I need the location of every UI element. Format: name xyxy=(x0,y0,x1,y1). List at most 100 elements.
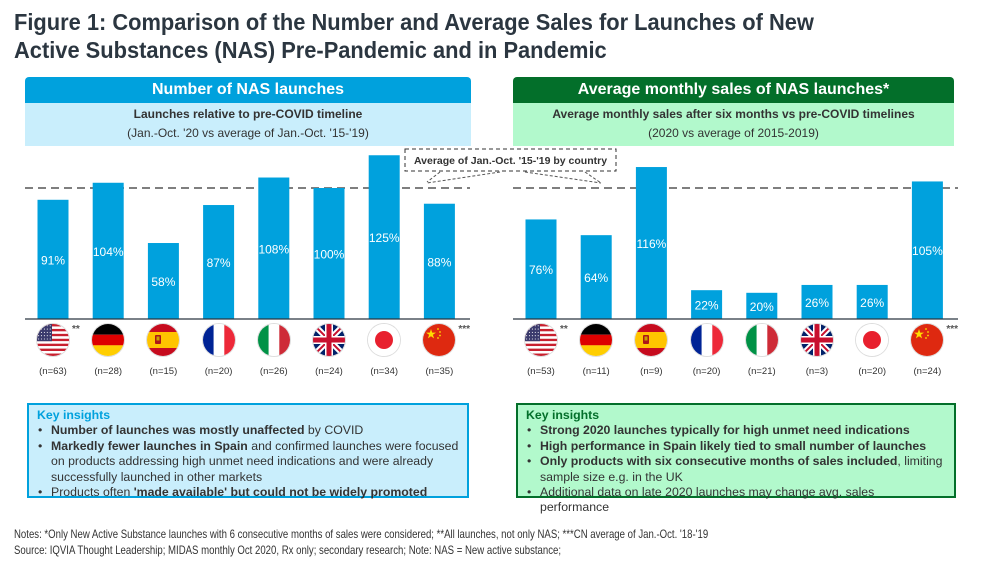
bar-spain xyxy=(635,167,667,319)
data-label-germany: 104% xyxy=(93,245,124,259)
flag-es-icon xyxy=(147,324,180,356)
right-key-insights: Key insights Strong 2020 launches typica… xyxy=(516,403,956,514)
footnote-mark-china: *** xyxy=(458,324,471,335)
footnote-mark-china: *** xyxy=(946,324,959,335)
sample-size-japan: (n=34) xyxy=(370,366,399,377)
flag-cn-icon xyxy=(911,324,944,356)
data-label-spain: 58% xyxy=(151,275,175,289)
bar-uk xyxy=(801,284,833,319)
right-panel-header: Average monthly sales of NAS launches* xyxy=(513,77,954,103)
data-label-france: 22% xyxy=(695,299,719,313)
insight-item: Additional data on late 2020 launches ma… xyxy=(526,485,946,516)
notes-line: Notes: *Only New Active Substance launch… xyxy=(14,527,709,541)
data-label-us: 91% xyxy=(41,253,65,267)
flag-de-icon xyxy=(580,324,613,356)
insight-item: Only products with six consecutive month… xyxy=(526,454,946,485)
sample-size-spain: (n=15) xyxy=(149,366,178,377)
data-label-spain: 116% xyxy=(636,237,666,251)
callout-pointer-left-b xyxy=(426,171,501,184)
right-chart: 76% 64% 116% 22% 20% 26% 26% 105% xyxy=(513,167,958,320)
left-subtitle-range: (Jan.-Oct. '20 vs average of Jan.-Oct. '… xyxy=(127,126,369,140)
flag-uk-icon xyxy=(801,324,833,356)
data-label-uk: 26% xyxy=(805,296,829,310)
data-label-china: 88% xyxy=(427,255,451,269)
bar-china xyxy=(423,203,455,319)
flag-jp-icon xyxy=(856,324,889,356)
flag-us-icon xyxy=(525,324,557,356)
insight-item: Markedly fewer launches in Spain and con… xyxy=(37,439,459,485)
left-key-insights: Key insights Number of launches was most… xyxy=(27,403,469,501)
right-insights-list: Strong 2020 launches typically for high … xyxy=(526,423,946,515)
left-insights-title: Key insights xyxy=(37,408,111,422)
callout-box xyxy=(404,148,617,172)
insight-item: Number of launches was mostly unaffected… xyxy=(37,423,459,439)
bar-uk xyxy=(313,188,345,319)
sample-size-uk: (n=24) xyxy=(315,366,343,377)
bar-us xyxy=(37,199,69,319)
sample-size-us: (n=53) xyxy=(527,366,555,377)
footnote-mark-us: ** xyxy=(72,324,80,335)
sample-size-france: (n=20) xyxy=(692,366,721,377)
flag-es-icon xyxy=(635,324,668,356)
sample-size-uk: (n=3) xyxy=(805,366,829,377)
bar-germany xyxy=(92,182,124,319)
bar-japan xyxy=(856,284,888,319)
footnotes: Notes: *Only New Active Substance launch… xyxy=(14,526,894,558)
flag-it-icon xyxy=(745,324,778,356)
bar-us xyxy=(525,219,557,319)
bar-france xyxy=(203,205,235,319)
left-chart: 91% 104% 58% 87% 108% 100% 125% 88% xyxy=(25,155,470,320)
bar-spain xyxy=(147,243,179,319)
data-label-japan: 125% xyxy=(369,231,400,245)
data-label-italy: 108% xyxy=(258,242,289,256)
sample-size-germany: (n=28) xyxy=(94,366,123,377)
data-label-france: 87% xyxy=(207,256,231,270)
insight-item: Products often 'made available' but coul… xyxy=(37,485,459,501)
sample-size-china: (n=24) xyxy=(913,366,942,377)
sample-size-japan: (n=20) xyxy=(858,366,887,377)
sample-size-germany: (n=11) xyxy=(582,366,610,377)
flag-it-icon xyxy=(257,324,290,356)
left-insights-list: Number of launches was mostly unaffected… xyxy=(37,423,459,500)
source-line: Source: IQVIA Thought Leadership; MIDAS … xyxy=(14,543,562,557)
callout-pointer-right-a xyxy=(524,171,602,184)
bar-china xyxy=(911,181,943,319)
sample-size-us: (n=63) xyxy=(39,366,67,377)
sample-size-spain: (n=9) xyxy=(640,366,663,377)
data-label-italy: 20% xyxy=(750,300,774,314)
flag-de-icon xyxy=(92,324,125,356)
bar-france xyxy=(691,290,723,319)
callout-pointer-left-a xyxy=(426,171,441,183)
insight-item: High performance in Spain likely tied to… xyxy=(526,439,946,455)
right-insights-title: Key insights xyxy=(526,408,600,422)
left-panel-subtitle: Launches relative to pre-COVID timeline … xyxy=(25,103,471,146)
flag-uk-icon xyxy=(313,324,345,356)
bar-japan xyxy=(368,155,400,319)
bar-germany xyxy=(580,235,612,319)
data-label-japan: 26% xyxy=(860,296,884,310)
data-label-germany: 64% xyxy=(584,271,608,285)
right-panel-subtitle: Average monthly sales after six months v… xyxy=(513,103,954,146)
right-subtitle-bold: Average monthly sales after six months v… xyxy=(552,107,915,121)
reference-callout: Average of Jan.-Oct. '15-'19 by country xyxy=(404,148,617,184)
sample-size-china: (n=35) xyxy=(425,366,454,377)
left-subtitle-bold: Launches relative to pre-COVID timeline xyxy=(133,107,363,121)
sample-size-france: (n=20) xyxy=(204,366,233,377)
left-panel-header: Number of NAS launches xyxy=(25,77,471,103)
bar-italy xyxy=(746,292,778,319)
data-label-uk: 100% xyxy=(314,248,345,262)
data-label-us: 76% xyxy=(529,263,553,277)
callout-label: Average of Jan.-Oct. '15-'19 by country xyxy=(414,155,607,167)
figure-title: Figure 1: Comparison of the Number and A… xyxy=(14,8,925,64)
flag-fr-icon xyxy=(202,324,235,356)
flag-cn-icon xyxy=(423,324,456,356)
footnote-mark-us: ** xyxy=(560,324,568,335)
insight-item: Strong 2020 launches typically for high … xyxy=(526,423,946,439)
sample-size-italy: (n=21) xyxy=(747,366,776,377)
figure-title-line-2: Active Substances (NAS) Pre-Pandemic and… xyxy=(14,37,607,63)
data-label-china: 105% xyxy=(912,244,943,258)
figure-title-line-1: Figure 1: Comparison of the Number and A… xyxy=(14,9,814,35)
callout-pointer-right-b xyxy=(584,171,602,184)
flag-us-icon xyxy=(37,324,69,356)
